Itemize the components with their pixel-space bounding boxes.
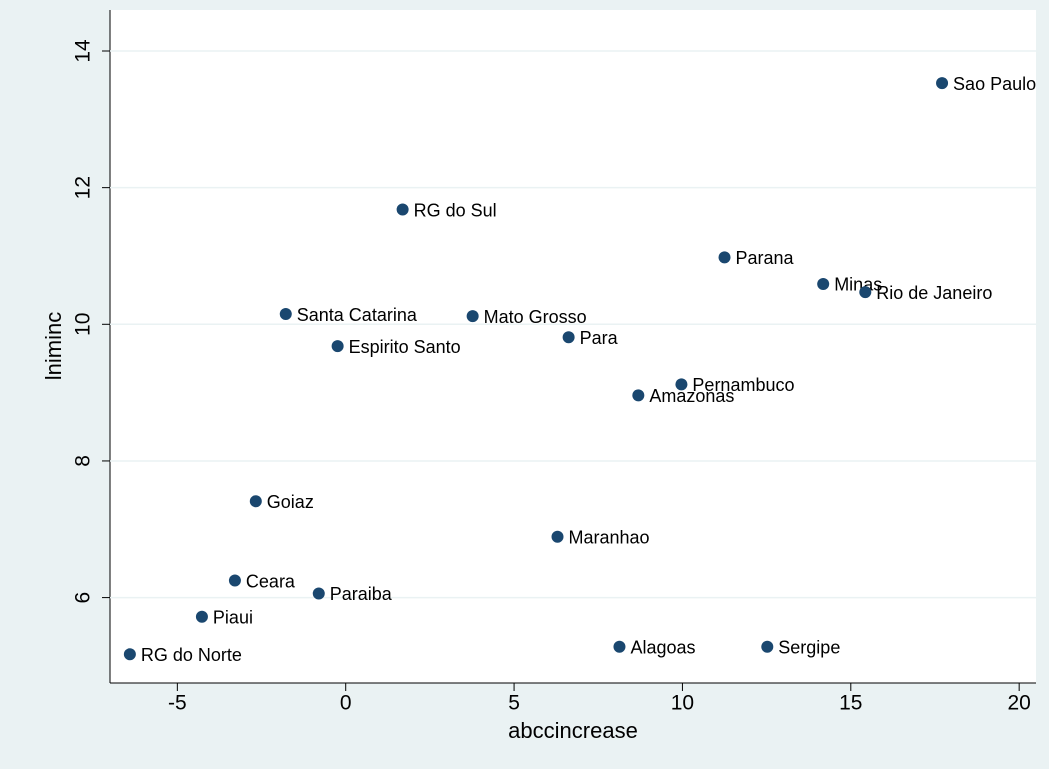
y-tick-label: 12 — [72, 176, 95, 199]
x-tick-label: 0 — [340, 692, 352, 715]
x-tick-label: 5 — [508, 692, 520, 715]
point-label: Paraiba — [330, 584, 393, 604]
x-axis-title: abccincrease — [508, 718, 638, 743]
point-label: Pernambuco — [692, 375, 794, 395]
point — [396, 203, 409, 216]
point — [551, 530, 564, 543]
point-label: RG do Sul — [414, 200, 497, 220]
point-label: Minas — [834, 275, 882, 295]
point-label: Alagoas — [630, 638, 695, 658]
point — [613, 640, 626, 653]
point-label: Santa Catarina — [297, 305, 418, 325]
point-label: Amazonas — [649, 386, 734, 406]
point — [466, 310, 479, 323]
x-tick-label: 15 — [839, 692, 862, 715]
y-tick-label: 10 — [72, 313, 95, 336]
point-label: Rio de Janeiro — [876, 283, 992, 303]
point — [195, 610, 208, 623]
point-label: Espirito Santo — [349, 337, 461, 357]
point — [312, 587, 325, 600]
point — [936, 77, 949, 90]
point — [761, 640, 774, 653]
point-label: Goiaz — [267, 492, 314, 512]
point-label: Piaui — [213, 607, 253, 627]
x-tick-label: 10 — [671, 692, 694, 715]
y-tick-label: 8 — [72, 455, 95, 467]
y-tick-label: 6 — [72, 592, 95, 604]
point — [123, 648, 136, 661]
point — [675, 378, 688, 391]
y-tick-label: 14 — [72, 39, 95, 63]
point-label: Ceara — [246, 571, 296, 591]
point — [859, 286, 872, 299]
point — [718, 251, 731, 264]
y-axis-title: lniminc — [41, 312, 66, 380]
point — [817, 277, 830, 290]
x-tick-label: 20 — [1007, 692, 1030, 715]
point-label: Parana — [736, 248, 795, 268]
x-tick-label: -5 — [168, 692, 187, 715]
point — [228, 574, 241, 587]
point — [331, 340, 344, 353]
point-label: Mato Grosso — [484, 307, 587, 327]
point-label: Maranhao — [569, 528, 650, 548]
point — [562, 331, 575, 344]
point — [279, 308, 292, 321]
point — [249, 495, 262, 508]
point-label: Sergipe — [778, 638, 840, 658]
plot-area — [110, 10, 1036, 683]
point-label: Sao Paulo — [953, 74, 1036, 94]
point — [632, 389, 645, 402]
point-label: Para — [580, 328, 619, 348]
point-label: RG do Norte — [141, 645, 242, 665]
